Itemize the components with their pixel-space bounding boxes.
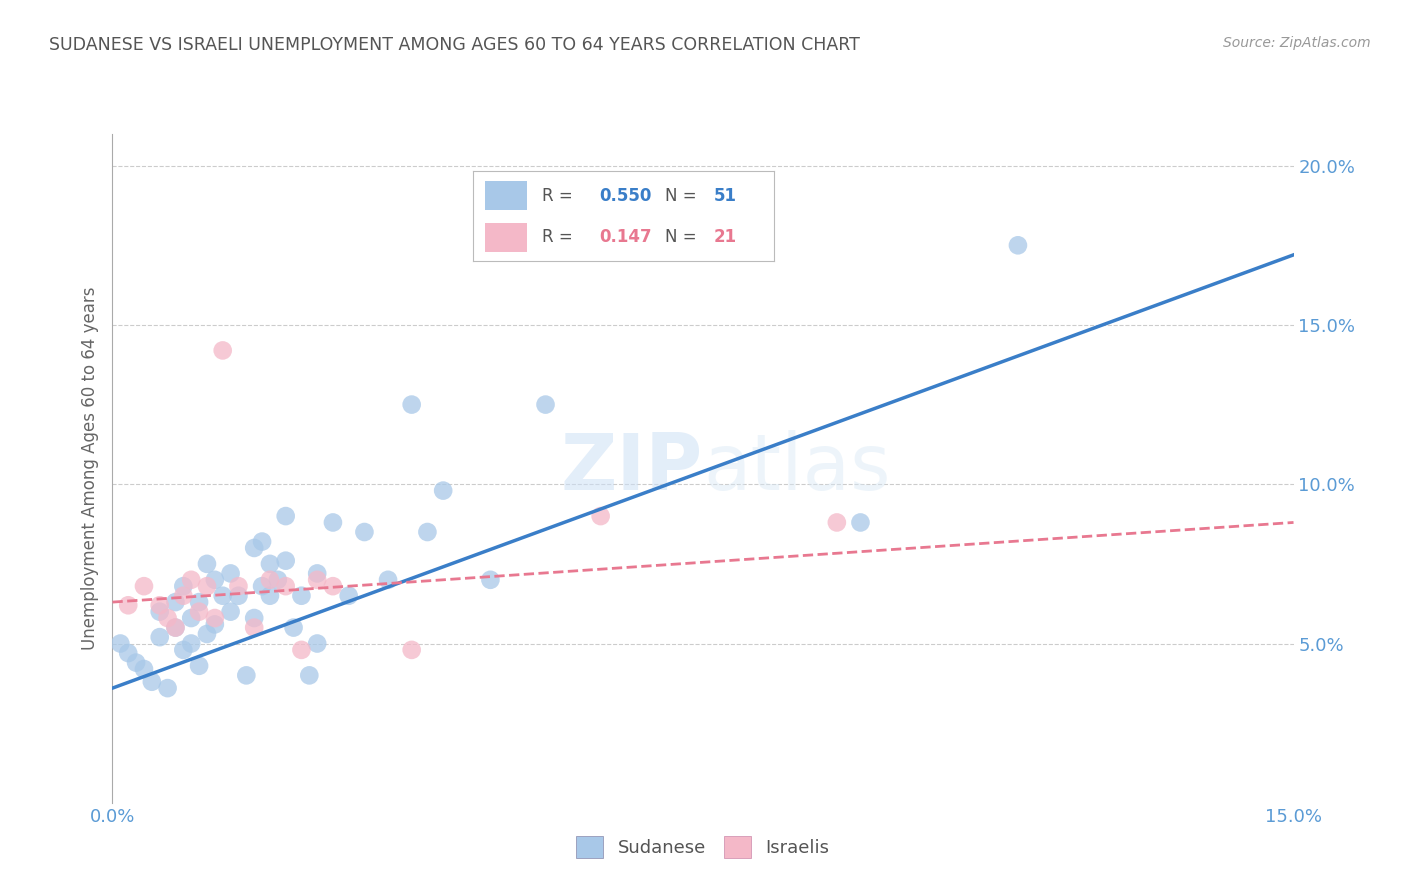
- Point: [228, 589, 250, 603]
- Point: [825, 516, 848, 530]
- Point: [211, 343, 233, 358]
- Point: [298, 668, 321, 682]
- Point: [479, 573, 502, 587]
- Point: [250, 534, 273, 549]
- Point: [165, 621, 187, 635]
- Point: [165, 595, 187, 609]
- Point: [180, 636, 202, 650]
- Point: [149, 599, 172, 613]
- Y-axis label: Unemployment Among Ages 60 to 64 years: Unemployment Among Ages 60 to 64 years: [80, 286, 98, 650]
- Point: [432, 483, 454, 498]
- Point: [307, 636, 329, 650]
- Point: [353, 524, 375, 539]
- Point: [125, 656, 148, 670]
- Point: [235, 668, 257, 682]
- Point: [259, 557, 281, 571]
- Point: [322, 579, 344, 593]
- Point: [204, 573, 226, 587]
- Point: [274, 554, 297, 568]
- Point: [188, 595, 211, 609]
- Point: [283, 621, 305, 635]
- Point: [219, 566, 242, 581]
- Point: [1007, 238, 1029, 252]
- Point: [589, 509, 612, 524]
- Point: [274, 579, 297, 593]
- Point: [290, 589, 312, 603]
- Point: [172, 589, 194, 603]
- Point: [377, 573, 399, 587]
- Point: [243, 611, 266, 625]
- Point: [165, 621, 187, 635]
- Point: [110, 636, 132, 650]
- Point: [416, 524, 439, 539]
- Point: [204, 617, 226, 632]
- Point: [322, 516, 344, 530]
- Point: [307, 566, 329, 581]
- Point: [172, 579, 194, 593]
- Point: [849, 516, 872, 530]
- Point: [141, 674, 163, 689]
- Point: [172, 643, 194, 657]
- Point: [574, 206, 596, 220]
- Point: [188, 605, 211, 619]
- Point: [204, 611, 226, 625]
- Point: [337, 589, 360, 603]
- Point: [290, 643, 312, 657]
- Text: SUDANESE VS ISRAELI UNEMPLOYMENT AMONG AGES 60 TO 64 YEARS CORRELATION CHART: SUDANESE VS ISRAELI UNEMPLOYMENT AMONG A…: [49, 36, 860, 54]
- Point: [401, 643, 423, 657]
- Point: [149, 605, 172, 619]
- Point: [259, 589, 281, 603]
- Point: [117, 646, 139, 660]
- Text: atlas: atlas: [703, 430, 890, 507]
- Point: [117, 599, 139, 613]
- Point: [180, 611, 202, 625]
- Point: [243, 621, 266, 635]
- Point: [195, 557, 218, 571]
- Text: Source: ZipAtlas.com: Source: ZipAtlas.com: [1223, 36, 1371, 50]
- Point: [219, 605, 242, 619]
- Point: [180, 573, 202, 587]
- Point: [274, 509, 297, 524]
- Point: [307, 573, 329, 587]
- Point: [250, 579, 273, 593]
- Text: ZIP: ZIP: [561, 430, 703, 507]
- Point: [132, 662, 155, 676]
- Point: [228, 579, 250, 593]
- Point: [534, 398, 557, 412]
- Point: [259, 573, 281, 587]
- Point: [156, 681, 179, 695]
- Point: [401, 398, 423, 412]
- Point: [149, 630, 172, 644]
- Point: [156, 611, 179, 625]
- Point: [188, 658, 211, 673]
- Point: [132, 579, 155, 593]
- Point: [195, 579, 218, 593]
- Point: [195, 627, 218, 641]
- Legend: Sudanese, Israelis: Sudanese, Israelis: [569, 829, 837, 865]
- Point: [267, 573, 290, 587]
- Point: [211, 589, 233, 603]
- Point: [243, 541, 266, 555]
